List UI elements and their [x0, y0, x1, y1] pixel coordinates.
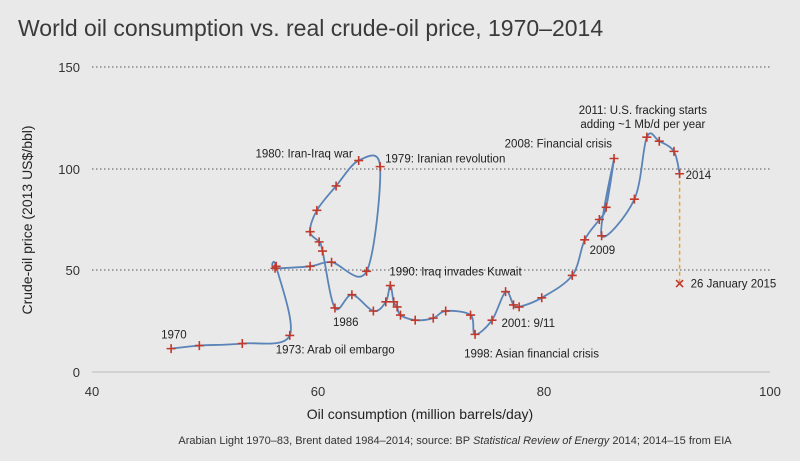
data-point-jan-2015	[675, 279, 684, 288]
data-point-1974	[271, 261, 281, 271]
data-point-1989	[381, 297, 391, 307]
annotation-2009: 2009	[590, 245, 616, 257]
data-point-1984	[314, 237, 324, 247]
annotations: 26 January 2015 1970 1973: Arab oil embarg…	[161, 105, 776, 360]
x-tick-60: 60	[311, 384, 325, 399]
data-point-2002	[514, 302, 524, 312]
annotation-2011-line2: adding ~1 Mb/d per year	[580, 119, 705, 131]
annotation-1990: 1990: Iraq invades Kuwait	[389, 267, 522, 279]
annotation-1970: 1970	[161, 330, 187, 342]
data-point-2003	[537, 293, 547, 303]
data-point-1996	[441, 306, 451, 316]
x-tick-labels: 40 60 80 100	[85, 384, 781, 399]
y-tick-150: 150	[58, 60, 80, 75]
data-point-1994	[410, 315, 420, 325]
data-point-2011	[642, 132, 652, 142]
data-point-1979	[375, 162, 385, 172]
data-point-1993	[395, 310, 405, 320]
data-point-2009	[597, 231, 607, 241]
data-point-1987	[347, 290, 357, 300]
annotation-1986: 1986	[333, 317, 359, 329]
footer-suffix: 2014; 2014–15 from EIA	[609, 435, 732, 447]
annotation-1998: 1998: Asian financial crisis	[464, 348, 599, 360]
footer-prefix: Arabian Light 1970–83, Brent dated 1984–…	[178, 435, 473, 447]
data-point-1972	[237, 339, 247, 349]
y-tick-labels: 0 50 100 150	[58, 60, 80, 380]
annotation-1973: 1973: Arab oil embargo	[276, 344, 395, 356]
data-point-1986	[330, 303, 340, 313]
data-point-1978	[362, 266, 372, 276]
x-tick-40: 40	[85, 384, 99, 399]
annotation-1980: 1980: Iran-Iraq war	[256, 149, 353, 161]
data-point-2013	[669, 146, 679, 156]
data-point-1982	[312, 205, 322, 215]
data-point-2004	[567, 270, 577, 280]
x-axis-title: Oil consumption (million barrels/day)	[307, 406, 533, 422]
data-point-2010	[629, 194, 639, 204]
data-point-1975	[270, 263, 280, 273]
y-tick-50: 50	[66, 263, 80, 278]
annotation-2008: 2008: Financial crisis	[505, 139, 613, 151]
data-point-1983	[305, 227, 315, 237]
y-tick-100: 100	[58, 162, 80, 177]
data-point-1977	[327, 257, 337, 267]
data-point-1992	[392, 302, 402, 312]
annotation-2014: 2014	[686, 170, 712, 182]
data-point-2014	[675, 169, 685, 179]
y-axis-title: Crude-oil price (2013 US$/bbl)	[19, 125, 35, 314]
data-point-1998	[470, 329, 480, 339]
data-point-1990	[385, 281, 395, 291]
data-point-2008	[609, 154, 619, 163]
data-point-2006	[594, 215, 604, 224]
x-tick-100: 100	[759, 384, 781, 399]
data-point-1991	[389, 297, 399, 307]
data-point-1970	[166, 344, 176, 354]
data-point-1973	[285, 330, 295, 340]
plot-area	[166, 132, 685, 354]
data-point-1985	[318, 246, 328, 256]
x-tick-80: 80	[537, 384, 551, 399]
y-tick-0: 0	[73, 365, 80, 380]
annotation-jan-2015: 26 January 2015	[691, 279, 777, 291]
source-footer: Arabian Light 1970–83, Brent dated 1984–…	[178, 435, 732, 447]
chart-title: World oil consumption vs. real crude-oil…	[18, 15, 603, 41]
data-point-1981	[331, 181, 341, 191]
data-point-2005	[580, 235, 590, 245]
footer-italic: Statistical Review of Energy	[473, 435, 611, 447]
data-point-1976	[305, 261, 315, 271]
data-point-2012	[654, 136, 664, 146]
data-point-1980	[354, 156, 364, 166]
data-point-1971	[194, 341, 204, 351]
data-point-2007	[601, 202, 611, 212]
annotation-2011: 2011: U.S. fracking starts	[579, 105, 708, 117]
grid-lines	[92, 66, 770, 373]
data-point-1999	[487, 315, 497, 325]
data-point-1997	[466, 310, 476, 320]
data-point-2000	[501, 287, 511, 297]
data-point-1995	[428, 313, 438, 323]
annotation-1979: 1979: Iranian revolution	[385, 154, 505, 166]
data-point-2001	[508, 300, 518, 310]
data-point-1988	[368, 306, 378, 316]
annotation-2001: 2001: 9/11	[501, 318, 555, 330]
